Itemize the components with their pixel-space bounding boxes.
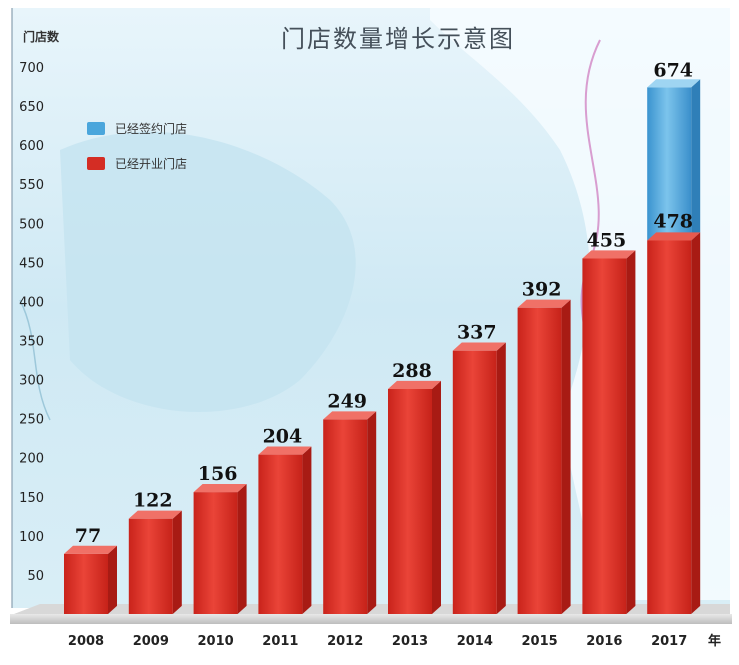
bar-opened-2012-front — [323, 419, 368, 614]
x-tick-label: 2012 — [327, 634, 363, 649]
bar-opened-2017-top — [647, 232, 701, 241]
x-tick-label: 2015 — [522, 634, 558, 649]
bar-opened-2012-top — [323, 411, 377, 420]
data-label-signed-2017: 674 — [653, 59, 693, 81]
x-tick-label: 2016 — [586, 634, 622, 649]
bar-opened-2014-top — [452, 342, 506, 351]
bar-opened-2014-front — [452, 350, 497, 614]
bar-opened-2016-front — [582, 258, 627, 614]
bar-opened-2008 — [64, 545, 117, 614]
bar-opened-2015 — [517, 299, 571, 614]
x-tick-label: 2014 — [457, 634, 493, 649]
bar-opened-2013 — [388, 380, 441, 614]
y-tick-label: 650 — [19, 100, 44, 115]
y-tick-label: 500 — [19, 217, 44, 232]
y-tick-label: 100 — [19, 530, 44, 545]
bar-opened-2012 — [323, 411, 377, 614]
bar-opened-2010-top — [193, 483, 247, 493]
legend: 已经签约门店 已经开业门店 — [87, 121, 187, 171]
y-tick-label: 250 — [19, 413, 44, 428]
bar-opened-2010-front — [193, 492, 238, 614]
bar-opened-2011-top — [258, 446, 312, 455]
bar-opened-2008-front — [64, 553, 108, 614]
bar-signed-2017-side — [691, 79, 701, 241]
bar-opened-2011 — [258, 446, 312, 614]
bar-opened-2011-front — [258, 454, 303, 614]
x-tick-label: 2013 — [392, 634, 428, 649]
data-label-opened-2008: 77 — [75, 525, 101, 547]
bar-opened-2009-side — [172, 510, 182, 614]
map-sea-shape — [60, 131, 356, 413]
data-label-opened-2017: 478 — [653, 210, 693, 232]
legend-label-signed: 已经签约门店 — [115, 121, 187, 136]
bar-signed-2017 — [647, 79, 701, 241]
y-axis-label: 门店数 — [23, 29, 60, 44]
y-tick-label: 600 — [19, 139, 44, 154]
data-label-opened-2010: 156 — [198, 463, 238, 485]
x-tick-label: 2008 — [68, 634, 104, 649]
legend-swatch-opened — [87, 157, 105, 170]
data-label-opened-2009: 122 — [133, 490, 173, 512]
legend-label-opened: 已经开业门店 — [115, 156, 187, 171]
data-label-opened-2013: 288 — [392, 360, 432, 382]
bar-opened-2014 — [452, 342, 506, 614]
y-tick-label: 700 — [19, 61, 44, 76]
x-tick-label: 2017 — [651, 634, 687, 649]
y-tick-label: 300 — [19, 374, 44, 389]
bar-opened-2017-front — [647, 240, 692, 614]
x-tick-label: 2009 — [133, 634, 169, 649]
bar-opened-2017-side — [691, 232, 701, 614]
bar-opened-2013-top — [388, 380, 441, 389]
bar-opened-2013-side — [432, 380, 441, 614]
y-tick-label: 550 — [19, 178, 44, 193]
y-tick-label: 50 — [27, 569, 44, 584]
bar-opened-2015-top — [517, 299, 571, 308]
bar-opened-2012-side — [367, 411, 377, 614]
legend-swatch-signed — [87, 122, 105, 135]
bar-opened-2016-side — [626, 250, 636, 614]
y-tick-label: 200 — [19, 452, 44, 467]
bar-opened-2014-side — [496, 342, 506, 614]
y-tick-label: 450 — [19, 256, 44, 271]
bar-opened-2010 — [193, 483, 247, 614]
bar-opened-2010-side — [237, 483, 247, 614]
y-tick-label: 150 — [19, 491, 44, 506]
bar-opened-2008-top — [64, 545, 117, 554]
bar-opened-2009 — [128, 510, 182, 614]
x-axis-label: 年 — [708, 633, 721, 649]
data-label-opened-2016: 455 — [587, 229, 627, 251]
bar-opened-2017 — [647, 232, 701, 614]
y-tick-label: 350 — [19, 335, 44, 350]
bar-opened-2015-side — [561, 299, 571, 614]
data-label-opened-2012: 249 — [327, 390, 367, 412]
chart-title: 门店数量增长示意图 — [281, 25, 515, 53]
bar-opened-2008-side — [108, 545, 117, 614]
bar-opened-2013-front — [388, 388, 432, 614]
bar-signed-2017-top — [647, 79, 701, 88]
floor-front — [10, 614, 732, 624]
bar-opened-2015-front — [517, 307, 562, 614]
bar-opened-2016-top — [582, 250, 636, 259]
bar-opened-2011-side — [302, 446, 312, 614]
bar-opened-2009-top — [128, 510, 182, 519]
data-label-opened-2015: 392 — [522, 279, 562, 301]
data-label-opened-2014: 337 — [457, 322, 497, 344]
x-tick-label: 2011 — [262, 634, 298, 649]
bar-opened-2009-front — [128, 518, 173, 614]
bar-signed-2017-front — [647, 87, 692, 241]
bar-opened-2016 — [582, 250, 636, 614]
y-tick-label: 400 — [19, 295, 44, 310]
x-tick-label: 2010 — [198, 634, 234, 649]
data-label-opened-2011: 204 — [263, 426, 303, 448]
map-coast-line — [19, 299, 51, 421]
